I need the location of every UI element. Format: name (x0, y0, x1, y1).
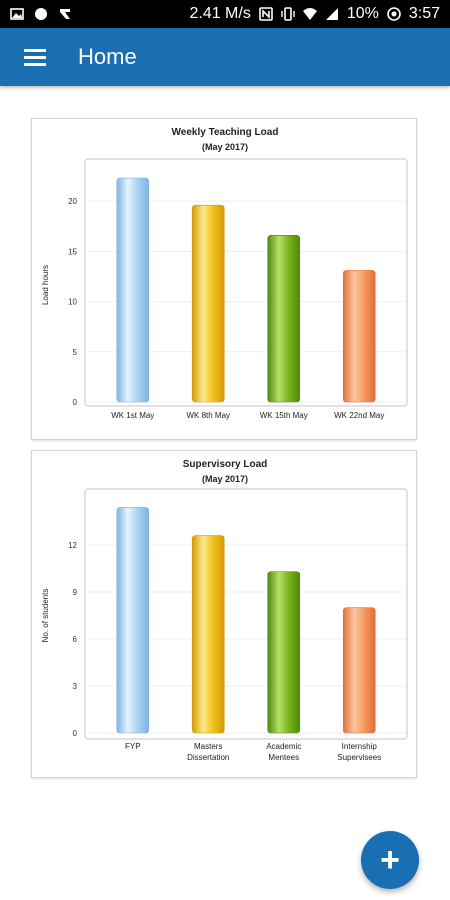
plot-area (84, 488, 408, 740)
plot-area (84, 158, 408, 407)
y-tick-label: 0 (73, 398, 78, 407)
y-tick-label: 3 (73, 682, 78, 691)
x-tick-label: Internship Supervisees (337, 742, 381, 762)
chart-subtitle: (May 2017) (202, 474, 248, 484)
menu-button[interactable] (0, 28, 70, 86)
chart-title: Supervisory Load (183, 459, 267, 470)
add-icon: + (380, 841, 400, 879)
bar[interactable] (342, 607, 376, 734)
battery-percent: 10% (346, 5, 379, 22)
bar[interactable] (116, 177, 150, 403)
image-icon (10, 8, 24, 20)
bar[interactable] (191, 535, 225, 734)
weekly-teaching-load-card: Weekly Teaching Load (May 2017) 0 5 10 15 20 Lo… (31, 118, 417, 440)
nfc-icon (259, 7, 273, 21)
bar[interactable] (267, 234, 301, 403)
clock-time: 3:57 (408, 5, 440, 22)
page-title: Home (78, 44, 137, 69)
weekly-teaching-load-chart: Weekly Teaching Load (May 2017) 0 5 10 15 20 Lo… (41, 127, 408, 420)
y-tick-label: 15 (68, 247, 77, 256)
add-button[interactable]: + (361, 831, 419, 889)
hamburger-menu-icon (24, 49, 46, 66)
y-tick-label: 6 (73, 635, 78, 644)
chart-title: Weekly Teaching Load (172, 127, 279, 138)
y-tick-label: 10 (68, 298, 77, 307)
bar[interactable] (116, 507, 150, 734)
y-axis-label: No. of students (41, 589, 50, 643)
x-tick-label: WK 1st May (111, 411, 154, 420)
supervisory-load-chart: Supervisory Load (May 2017) 0 3 6 9 12 No. of s… (41, 459, 408, 762)
supervisory-load-card: Supervisory Load (May 2017) 0 3 6 9 12 No. of s… (31, 450, 417, 778)
y-tick-label: 5 (73, 348, 78, 357)
x-tick-label: Masters Dissertation (187, 742, 229, 762)
x-tick-label: WK 22nd May (334, 411, 384, 420)
y-axis-label: Load hours (41, 265, 50, 305)
circle-icon (35, 8, 47, 20)
wifi-icon (302, 8, 317, 20)
signal-icon (325, 8, 338, 20)
y-tick-label: 0 (73, 729, 78, 738)
chart-subtitle: (May 2017) (202, 142, 248, 152)
y-tick-label: 20 (68, 197, 77, 206)
x-tick-label: FYP (125, 742, 141, 751)
status-bar: 2.41 M/s 10% 3:57 (0, 0, 450, 28)
x-tick-label: WK 8th May (186, 411, 230, 420)
y-tick-label: 12 (68, 541, 77, 550)
bar[interactable] (267, 571, 301, 734)
vibrate-icon (281, 7, 295, 21)
app-bar: Home (0, 28, 450, 86)
x-tick-label: WK 15th May (260, 411, 308, 420)
y-tick-label: 9 (73, 588, 78, 597)
timer-icon (387, 7, 401, 21)
network-speed: 2.41 M/s (189, 5, 251, 22)
x-tick-label: Academic Mentees (266, 742, 301, 762)
bar[interactable] (191, 204, 225, 403)
app-icon (60, 9, 70, 19)
bar[interactable] (342, 270, 376, 403)
